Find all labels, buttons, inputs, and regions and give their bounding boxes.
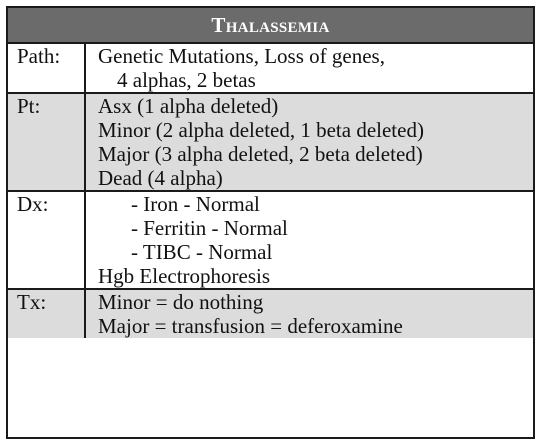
thalassemia-card: Thalassemia Path: Genetic Mutations, Los… xyxy=(6,6,535,439)
row-pt: Pt: Asx (1 alpha deleted) Minor (2 alpha… xyxy=(8,93,533,192)
row-path: Path: Genetic Mutations, Loss of genes, … xyxy=(8,44,533,94)
pt-line-2: Minor (2 alpha deleted, 1 beta deleted) xyxy=(98,118,424,142)
pt-line-1: Asx (1 alpha deleted) xyxy=(98,94,279,118)
row-label-dx: Dx: xyxy=(8,191,86,290)
dx-line-4: Hgb Electrophoresis xyxy=(98,264,271,288)
info-table: Path: Genetic Mutations, Loss of genes, … xyxy=(8,44,533,338)
pt-line-3: Major (3 alpha deleted, 2 beta deleted) xyxy=(98,142,423,166)
row-label-pt: Pt: xyxy=(8,93,86,192)
dx-line-1: - Iron - Normal xyxy=(131,192,260,216)
path-line-1: Genetic Mutations, Loss of genes, xyxy=(98,44,385,68)
card-title: Thalassemia xyxy=(8,8,533,44)
row-body-tx: Minor = do nothing Major = transfusion =… xyxy=(85,289,533,338)
path-line-2: 4 alphas, 2 betas xyxy=(117,68,256,92)
dx-line-2: - Ferritin - Normal xyxy=(131,216,288,240)
row-body-dx: - Iron - Normal - Ferritin - Normal - TI… xyxy=(85,191,533,290)
row-label-path: Path: xyxy=(8,44,86,94)
tx-line-1: Minor = do nothing xyxy=(98,290,264,314)
row-label-tx: Tx: xyxy=(8,289,86,338)
title-first-letter: T xyxy=(211,13,226,37)
row-body-pt: Asx (1 alpha deleted) Minor (2 alpha del… xyxy=(85,93,533,192)
row-dx: Dx: - Iron - Normal - Ferritin - Normal … xyxy=(8,191,533,290)
row-body-path: Genetic Mutations, Loss of genes, 4 alph… xyxy=(85,44,533,94)
row-tx: Tx: Minor = do nothing Major = transfusi… xyxy=(8,289,533,338)
pt-line-4: Dead (4 alpha) xyxy=(98,166,223,190)
dx-line-3: - TIBC - Normal xyxy=(131,240,273,264)
title-rest: halassemia xyxy=(225,13,330,37)
tx-line-2: Major = transfusion = deferoxamine xyxy=(98,314,403,338)
